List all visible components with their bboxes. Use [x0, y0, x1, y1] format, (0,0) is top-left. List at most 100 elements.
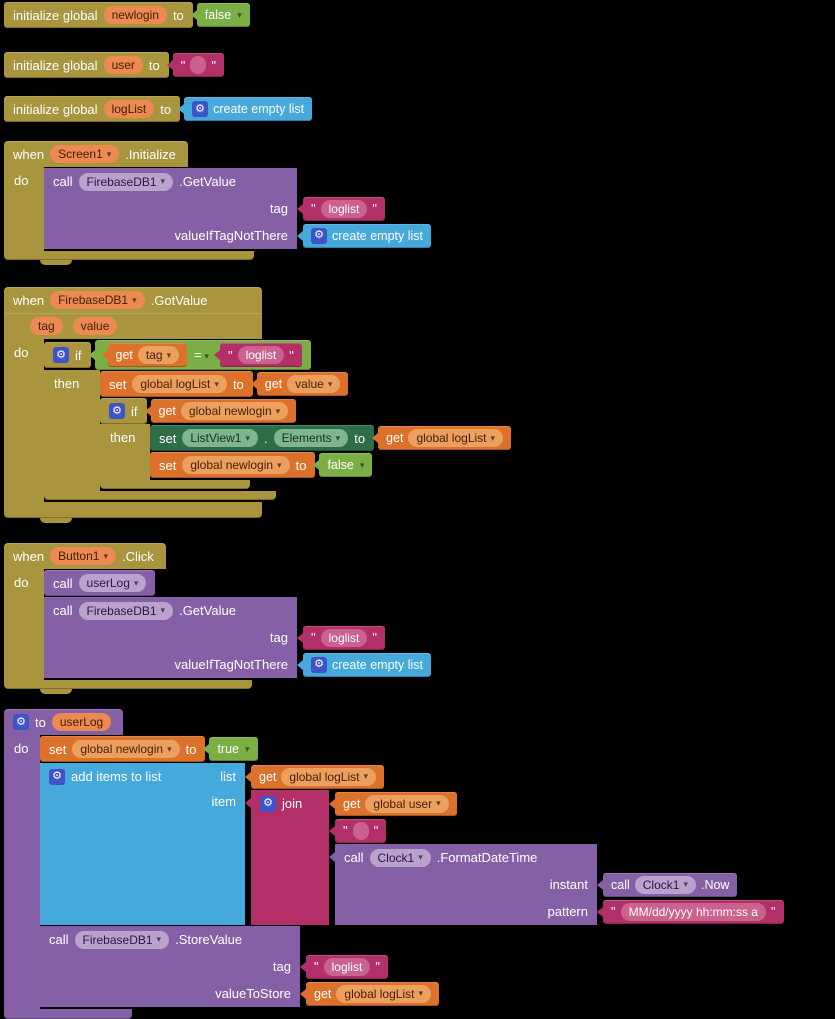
text-input-field[interactable]: loglist	[320, 628, 368, 647]
procedure-name-field[interactable]: userLog	[51, 713, 112, 731]
param-value-chip[interactable]: value	[72, 317, 118, 335]
component-dropdown[interactable]: FirebaseDB1	[78, 172, 174, 191]
block-procedure-userlog[interactable]: ⚙ to userLog do set global newlogin to t…	[4, 709, 784, 1019]
text-string-block[interactable]: " loglist "	[303, 196, 385, 221]
text-string-block[interactable]: " loglist "	[306, 954, 388, 979]
text-string-block[interactable]: " loglist "	[219, 343, 302, 367]
create-empty-list-block[interactable]: ⚙ create empty list	[303, 223, 432, 248]
logic-true-block[interactable]: true	[209, 737, 258, 761]
variable-dropdown[interactable]: global logList	[132, 375, 227, 393]
if-block[interactable]: ⚙ if get global newlogin then	[100, 398, 512, 489]
component-dropdown[interactable]: Clock1	[634, 875, 696, 894]
call-procedure-block[interactable]: call userLog	[44, 570, 156, 596]
variable-dropdown[interactable]: global logList	[408, 429, 504, 447]
component-dropdown[interactable]: FirebaseDB1	[74, 930, 170, 949]
get-variable-block[interactable]: get global newlogin	[150, 399, 297, 423]
get-variable-block[interactable]: get global user	[335, 791, 457, 816]
call-method-header[interactable]: call Clock1 .FormatDateTime	[329, 844, 597, 871]
param-tag-chip[interactable]: tag	[30, 317, 63, 335]
block-init-global-user[interactable]: initialize global user to " "	[4, 52, 224, 78]
initialize-global-block[interactable]: initialize global newlogin to	[4, 2, 193, 28]
variable-dropdown[interactable]: global logList	[336, 984, 431, 1003]
get-variable-block[interactable]: get global logList	[378, 426, 512, 450]
text-input-field[interactable]	[190, 56, 207, 74]
variable-dropdown[interactable]: global user	[365, 794, 449, 813]
join-header[interactable]: ⚙ join	[245, 790, 329, 817]
set-variable-block[interactable]: set global newlogin to	[150, 452, 316, 478]
text-string-block[interactable]: " MM/dd/yyyy hh:mm:ss a "	[603, 899, 784, 924]
if-block-header[interactable]: ⚙ if	[100, 398, 147, 424]
mutator-gear-icon[interactable]: ⚙	[49, 768, 65, 785]
set-component-property-block[interactable]: set ListView1 . Elements to	[150, 425, 375, 451]
set-variable-block[interactable]: set global newlogin to	[40, 736, 206, 762]
set-variable-statement[interactable]: set global logList to get value	[100, 371, 349, 397]
initialize-global-block[interactable]: initialize global user to	[4, 52, 169, 78]
call-firebasedb-getvalue-block[interactable]: call FirebaseDB1 .GetValue tag " loglist…	[44, 168, 432, 249]
if-block[interactable]: ⚙ if get tag = " loglist	[44, 340, 512, 500]
add-items-header[interactable]: ⚙ add items to list list	[40, 763, 245, 790]
text-string-block[interactable]: " "	[172, 53, 224, 77]
text-string-block[interactable]: " loglist "	[303, 625, 385, 650]
get-variable-block[interactable]: get global logList	[306, 981, 439, 1006]
get-variable-block[interactable]: get tag	[107, 343, 188, 367]
text-input-field[interactable]: MM/dd/yyyy hh:mm:ss a	[620, 902, 766, 921]
initialize-global-block[interactable]: initialize global logList to	[4, 96, 181, 122]
variable-name-field[interactable]: logList	[103, 100, 155, 118]
component-dropdown[interactable]: Button1	[50, 547, 116, 565]
when-block-header[interactable]: when FirebaseDB1 .GotValue	[4, 287, 262, 313]
block-init-global-loglist[interactable]: initialize global logList to ⚙ create em…	[4, 96, 313, 122]
mutator-gear-icon[interactable]: ⚙	[311, 656, 327, 673]
component-dropdown[interactable]: Clock1	[369, 848, 431, 867]
set-variable-statement[interactable]: set global newlogin to true	[40, 736, 258, 762]
if-block-header[interactable]: ⚙ if	[44, 342, 91, 368]
text-input-field[interactable]: loglist	[237, 346, 285, 364]
set-component-property-statement[interactable]: set ListView1 . Elements to get	[150, 425, 512, 451]
variable-dropdown[interactable]: tag	[137, 346, 180, 364]
procedure-block-header[interactable]: ⚙ to userLog	[4, 709, 124, 735]
text-input-field[interactable]: loglist	[323, 957, 371, 976]
mutator-gear-icon[interactable]: ⚙	[192, 101, 209, 117]
variable-dropdown[interactable]: global newlogin	[72, 740, 180, 758]
set-variable-statement[interactable]: set global newlogin to false	[150, 452, 373, 478]
procedure-dropdown[interactable]: userLog	[78, 574, 147, 592]
text-string-block[interactable]: " "	[335, 818, 387, 843]
mutator-gear-icon[interactable]: ⚙	[109, 403, 125, 419]
equals-operator-dropdown[interactable]: =	[194, 348, 209, 362]
call-firebasedb-storevalue-block[interactable]: call FirebaseDB1 .StoreValue tag " logli…	[40, 926, 439, 1007]
variable-dropdown[interactable]: global newlogin	[180, 402, 289, 420]
call-method-header[interactable]: call FirebaseDB1 .GetValue	[44, 597, 297, 624]
component-dropdown[interactable]: FirebaseDB1	[78, 601, 174, 620]
variable-dropdown[interactable]: value	[287, 375, 341, 393]
add-items-to-list-block[interactable]: ⚙ add items to list list get global logL…	[40, 763, 784, 925]
when-block-header[interactable]: when Button1 .Click	[4, 543, 166, 569]
get-variable-block[interactable]: get global logList	[251, 764, 384, 789]
block-init-global-newlogin[interactable]: initialize global newlogin to false	[4, 2, 250, 28]
call-firebasedb-getvalue-block[interactable]: call FirebaseDB1 .GetValue tag " loglist…	[44, 597, 432, 678]
text-input-field[interactable]	[352, 821, 369, 840]
text-input-field[interactable]: loglist	[320, 199, 368, 218]
logic-false-block[interactable]: false	[319, 453, 373, 477]
logic-false-block[interactable]: false	[196, 3, 250, 27]
when-block-header[interactable]: when Screen1 .Initialize	[4, 141, 188, 167]
set-variable-block[interactable]: set global logList to	[100, 371, 253, 397]
mutator-gear-icon[interactable]: ⚙	[13, 714, 29, 730]
mutator-gear-icon[interactable]: ⚙	[53, 347, 69, 363]
create-empty-list-block[interactable]: ⚙ create empty list	[184, 97, 313, 121]
equals-comparison-block[interactable]: get tag = " loglist "	[94, 340, 311, 370]
join-block[interactable]: ⚙ join get global user	[245, 790, 784, 925]
create-empty-list-block[interactable]: ⚙ create empty list	[303, 652, 432, 677]
property-dropdown[interactable]: Elements	[273, 429, 349, 447]
block-when-button1-click[interactable]: when Button1 .Click do call userLog call…	[4, 543, 432, 694]
mutator-gear-icon[interactable]: ⚙	[311, 227, 327, 244]
call-clock-formatdatetime-block[interactable]: call Clock1 .FormatDateTime instant call	[329, 844, 784, 925]
component-dropdown[interactable]: FirebaseDB1	[50, 291, 145, 309]
component-dropdown[interactable]: ListView1	[182, 429, 259, 447]
call-method-header[interactable]: call FirebaseDB1 .StoreValue	[40, 926, 300, 953]
mutator-gear-icon[interactable]: ⚙	[260, 795, 276, 812]
component-dropdown[interactable]: Screen1	[50, 145, 120, 163]
variable-name-field[interactable]: user	[103, 56, 143, 74]
variable-dropdown[interactable]: global newlogin	[182, 456, 290, 474]
variable-dropdown[interactable]: global logList	[281, 767, 376, 786]
call-method-header[interactable]: call FirebaseDB1 .GetValue	[44, 168, 297, 195]
